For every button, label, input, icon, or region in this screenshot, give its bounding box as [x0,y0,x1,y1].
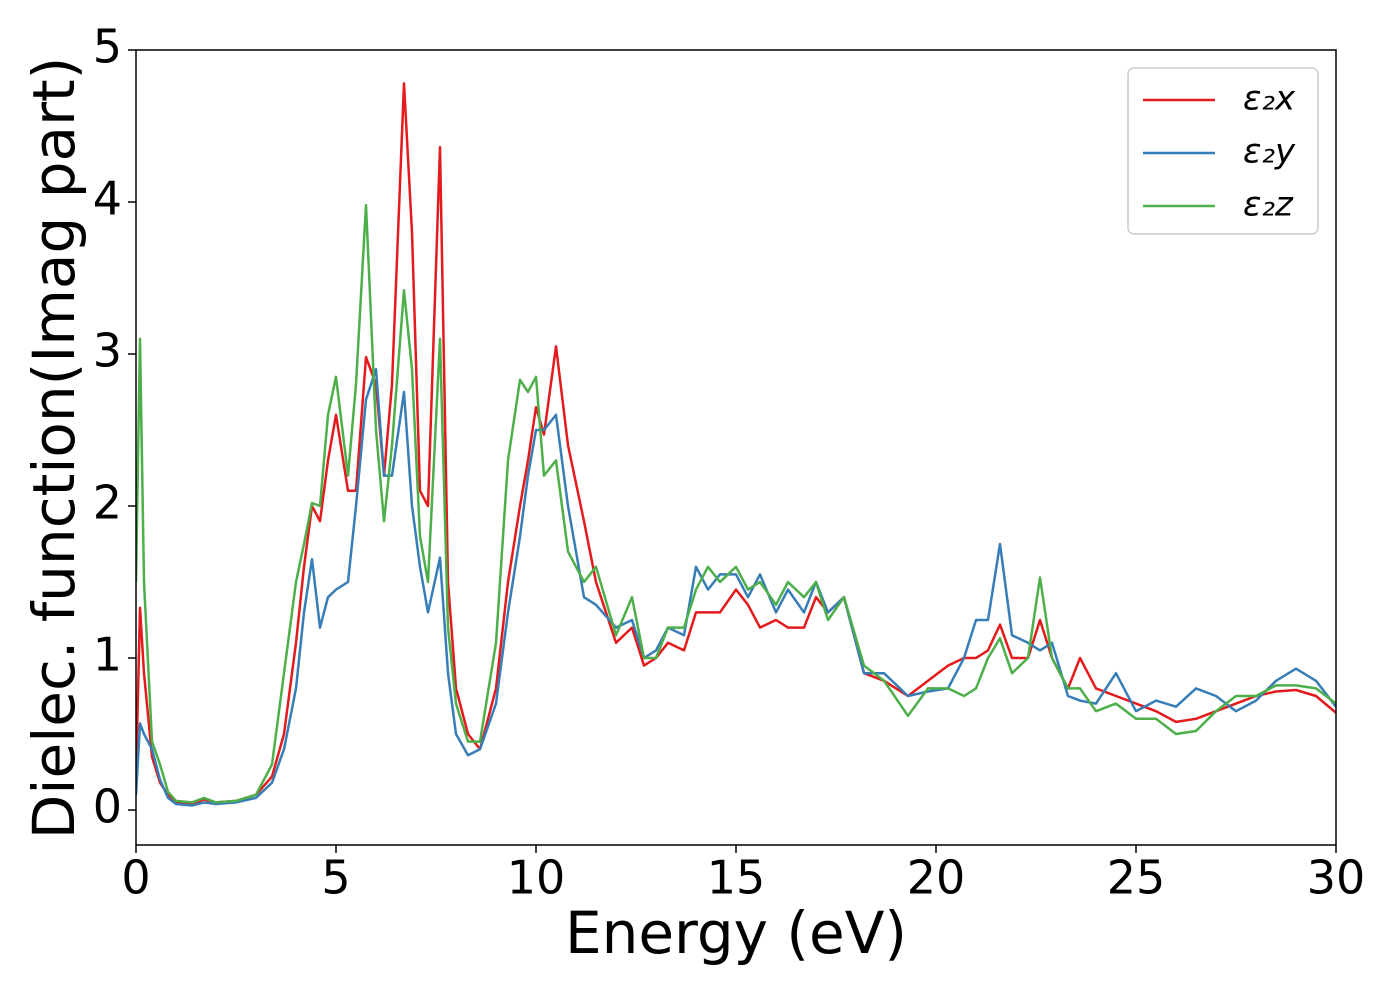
x-axis-label: Energy (eV) [565,899,907,967]
legend-label: ε₂y [1243,132,1296,172]
y-tick-label: 0 [93,780,122,834]
y-axis-label: Dielec. function(Imag part) [20,57,88,840]
x-tick-label: 15 [707,851,766,905]
x-tick-label: 25 [1107,851,1166,905]
y-tick-label: 5 [93,20,122,74]
plot-frame [135,49,1337,846]
series-line [136,203,1336,804]
y-tick-label: 1 [93,628,122,682]
series-line [136,367,1336,807]
legend-box [1127,67,1319,235]
x-tick-label: 5 [321,851,350,905]
legend-label: ε₂x [1243,79,1296,119]
x-tick-label: 20 [907,851,966,905]
x-tick-label: 0 [121,851,150,905]
x-tick-label: 10 [507,851,566,905]
y-tick-label: 2 [93,476,122,530]
y-tick-label: 3 [93,324,122,378]
legend-label: ε₂z [1243,185,1294,225]
y-tick-label: 4 [93,172,122,226]
x-tick-label: 30 [1307,851,1366,905]
